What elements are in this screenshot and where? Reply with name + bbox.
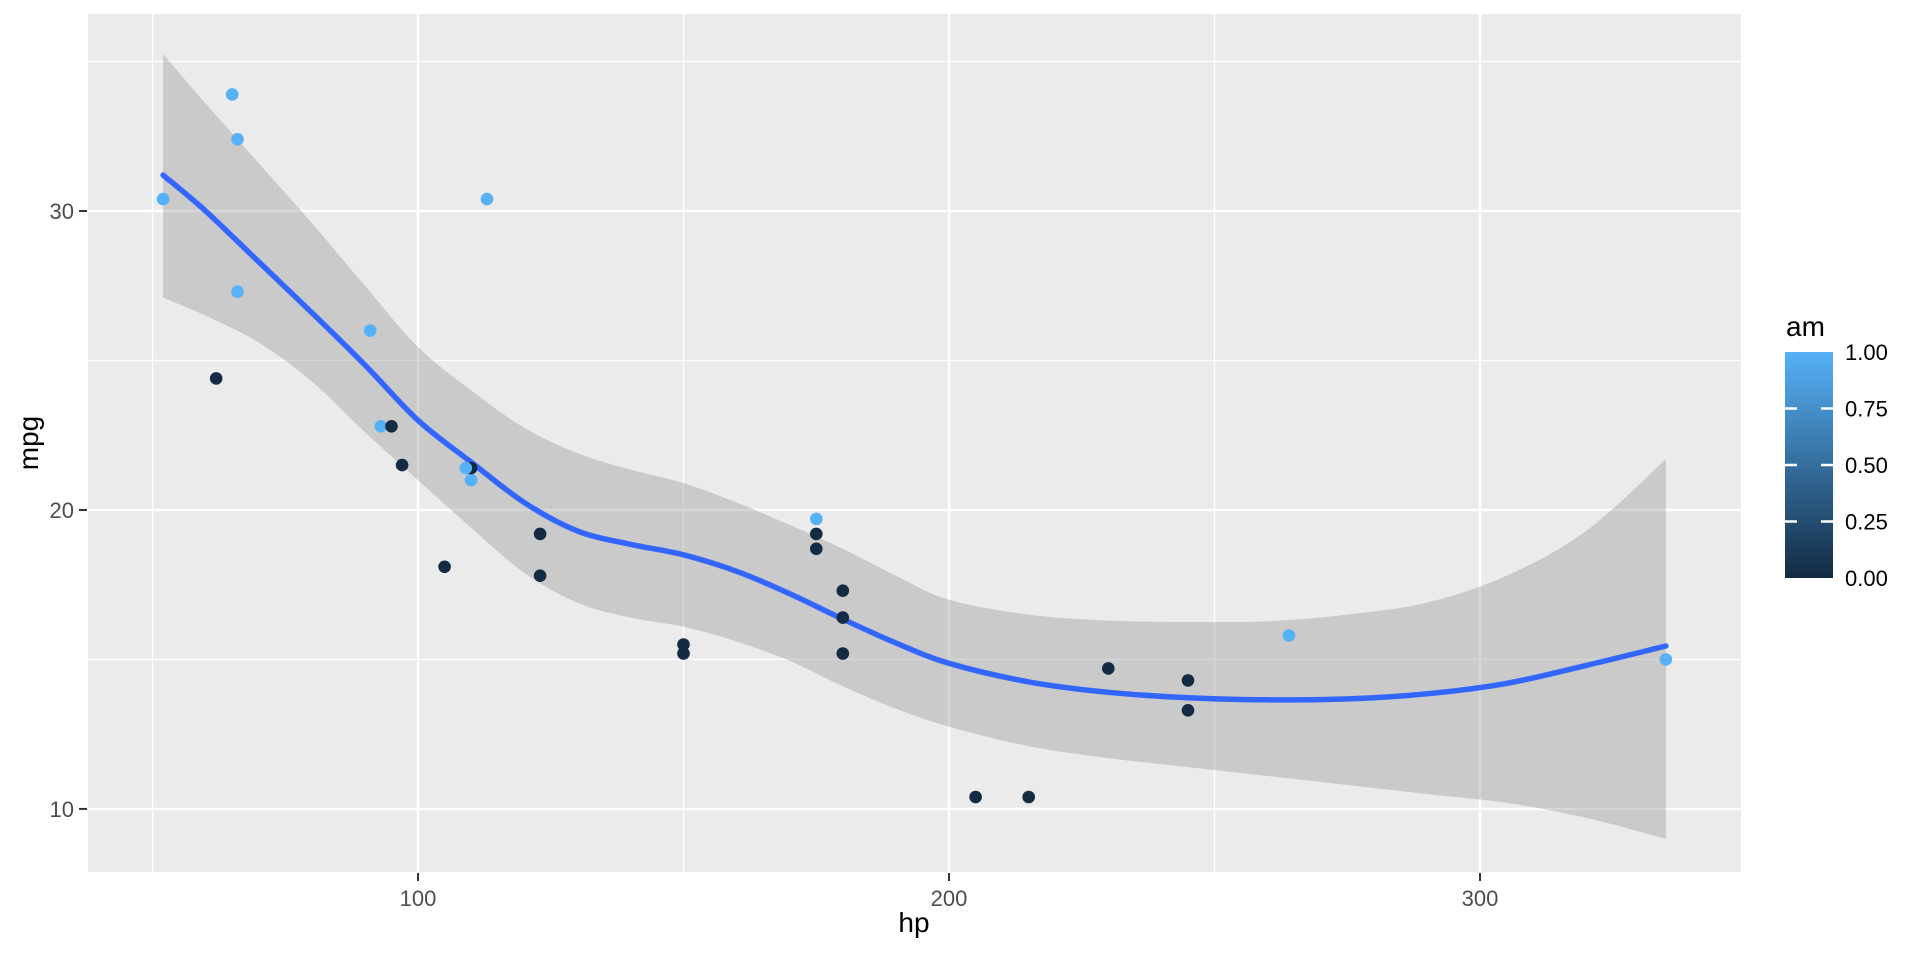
colorbar-legend: am 1.00 0.75 0.50 0.25 0.00: [1785, 311, 1888, 591]
data-point: [464, 473, 478, 487]
data-point: [363, 324, 377, 337]
data-point: [231, 285, 244, 299]
data-point: [1181, 674, 1195, 687]
data-point: [1181, 704, 1195, 717]
axes-group: 100 200 300 10 20 30: [50, 199, 1499, 911]
data-point: [1022, 790, 1035, 804]
data-point: [385, 420, 398, 433]
data-point: [677, 638, 690, 651]
data-point: [1102, 662, 1115, 675]
data-point: [969, 790, 982, 804]
data-point: [677, 647, 690, 660]
y-tick-label: 20: [50, 498, 74, 523]
y-tick-label: 10: [50, 797, 74, 822]
data-point: [836, 584, 850, 597]
data-point: [533, 569, 547, 582]
data-point: [156, 192, 170, 206]
x-tick-label: 100: [400, 886, 437, 911]
data-point: [374, 420, 388, 433]
legend-tick-label: 0.25: [1845, 510, 1888, 535]
data-point: [810, 527, 823, 541]
data-point: [209, 372, 223, 385]
y-tick-label: 30: [50, 199, 74, 224]
data-point: [459, 461, 473, 475]
loess-smooth-group: [160, 172, 1669, 703]
legend-tick-label: 0.00: [1845, 566, 1888, 591]
data-point: [836, 647, 850, 660]
x-tick-label: 200: [931, 886, 968, 911]
data-point: [533, 527, 547, 541]
data-point: [836, 611, 850, 624]
data-point: [810, 542, 823, 556]
data-point: [1659, 653, 1673, 666]
legend-tick-label: 1.00: [1845, 340, 1888, 365]
legend-tick-label: 0.75: [1845, 397, 1888, 422]
x-tick-label: 300: [1462, 886, 1499, 911]
data-point: [395, 458, 409, 472]
data-point: [438, 560, 451, 574]
legend-title: am: [1786, 311, 1825, 342]
data-point: [225, 88, 239, 101]
confidence-ribbon-group: [163, 54, 1666, 839]
confidence-ribbon: [163, 54, 1666, 839]
loess-smooth-line: [160, 172, 1669, 703]
y-axis-title: mpg: [13, 416, 44, 470]
gridlines-group: [88, 14, 1741, 872]
data-point: [231, 133, 244, 146]
data-points-group: [156, 88, 1673, 804]
data-point: [480, 192, 494, 206]
plot-panel: [88, 14, 1741, 872]
plot-panel-group: [88, 14, 1741, 872]
data-point: [1282, 629, 1296, 642]
legend-tick-label: 0.50: [1845, 453, 1888, 478]
x-axis-title: hp: [898, 907, 929, 938]
data-point: [810, 512, 823, 526]
